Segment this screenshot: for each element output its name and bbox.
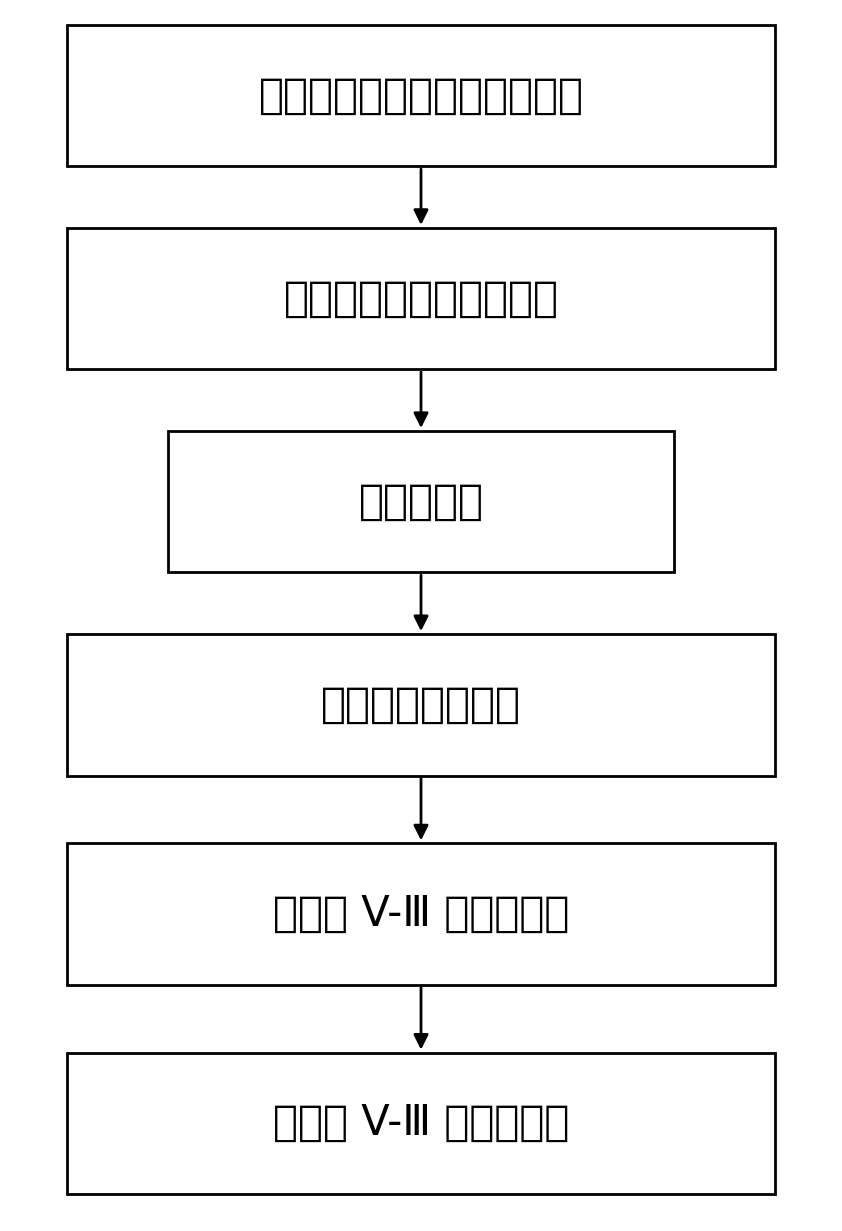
Bar [67, 1053, 775, 1194]
Bar [67, 228, 775, 369]
Text: 生长低 V-Ⅲ 比氮化镓层: 生长低 V-Ⅲ 比氮化镓层 [273, 892, 569, 936]
Text: 生长高 V-Ⅲ 比氮化镓层: 生长高 V-Ⅲ 比氮化镓层 [273, 1102, 569, 1145]
Bar [168, 431, 674, 572]
Text: 衬底热处理: 衬底热处理 [359, 480, 483, 523]
Text: 在衬底上磁控溅射氮化铝: 在衬底上磁控溅射氮化铝 [284, 277, 558, 320]
Bar [67, 843, 775, 985]
Bar [67, 634, 775, 776]
Bar [67, 25, 775, 166]
Text: 将石墨烯层转移到硅衬底上上: 将石墨烯层转移到硅衬底上上 [258, 74, 584, 117]
Text: 生长氮化铝过渡层: 生长氮化铝过渡层 [321, 683, 521, 726]
